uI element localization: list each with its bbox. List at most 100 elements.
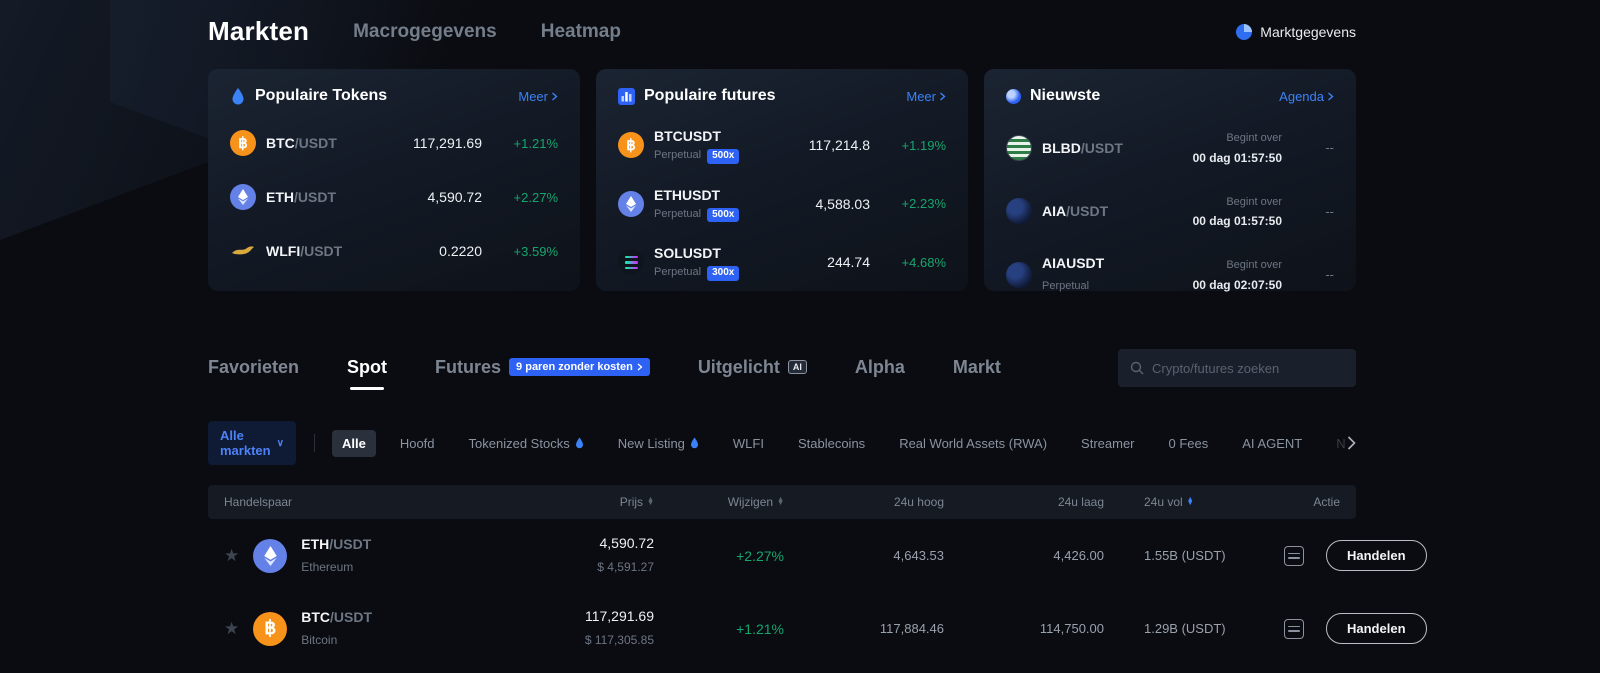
water-drop-icon [232,88,244,105]
chip-new-listing[interactable]: New Listing [608,430,709,457]
coin-full-name: Bitcoin [301,632,338,647]
btc-icon: ฿ [230,130,256,156]
nav-macrogegevens[interactable]: Macrogegevens [353,20,497,42]
markets-page: Markten Macrogegevens Heatmap Marktgegev… [208,0,1427,665]
wlfi-icon [230,238,256,264]
header-low: 24u laag [1057,495,1104,509]
tab-markt[interactable]: Markt [952,356,1001,377]
trade-button[interactable]: Handelen [1326,613,1427,644]
btc-icon: ฿ [253,611,288,646]
leverage-badge: 500x [707,149,740,164]
pie-chart-icon [1236,23,1253,40]
sol-icon [618,249,644,276]
market-detail-icon[interactable] [1284,545,1304,566]
futures-row-solusdt[interactable]: SOLUSDT Perpetual 300x 244.74 +4.68% [618,244,946,281]
popular-tokens-more-link[interactable]: Meer [518,89,558,104]
volume-value: 1.29B (USDT) [1144,621,1226,636]
header-vol[interactable]: 24u vol ▲ ▼ [1144,495,1194,509]
eth-icon [618,190,644,217]
water-drop-icon [575,437,583,449]
newest-row-aia[interactable]: AIA/USDT Begint over 00 dag 01:57:50 -- [1006,191,1334,233]
newest-row-blbd[interactable]: BLBD/USDT Begint over 00 dag 01:57:50 -- [1006,127,1334,169]
market-tabs: Favorieten Spot Futures 9 paren zonder k… [208,349,1356,395]
eth-icon [230,184,256,210]
newest-card: Nieuwste Agenda BLBD/USDT Begint over 00… [984,69,1356,292]
tab-alpha[interactable]: Alpha [854,356,905,377]
market-filters: Alle markten ∨ Alle Hoofd Tokenized Stoc… [208,421,1356,465]
popular-tokens-card: Populaire Tokens Meer ฿ BTC/USDT 117,291… [208,69,580,291]
header-high: 24u hoog [893,495,944,509]
search-icon [1130,361,1144,375]
caret-down-icon: ∨ [276,437,284,449]
sort-icon-active: ▲ ▼ [1186,496,1194,507]
chip-hoofd[interactable]: Hoofd [399,435,435,451]
newest-value: -- [1325,140,1334,156]
chip-streamer[interactable]: Streamer [1081,435,1135,451]
chip-wlfi[interactable]: WLFI [732,435,764,451]
newest-row-aiausdt[interactable]: AIAUSDT Perpetual Begint over 00 dag 02:… [1006,254,1334,296]
tab-favorieten[interactable]: Favorieten [208,356,300,377]
popular-tokens-header: Populaire Tokens Meer [230,87,558,105]
futures-row-btcusdt[interactable]: ฿ BTCUSDT Perpetual 500x 117,214.8 +1.19% [618,127,946,164]
token-change: +1.21% [513,135,558,151]
tab-uitgelicht[interactable]: Uitgelicht AI [698,357,807,388]
favorite-star-icon[interactable]: ★ [224,618,240,638]
nav-heatmap[interactable]: Heatmap [540,20,621,42]
chip-ai-agent[interactable]: AI AGENT [1242,435,1303,451]
aia-icon [1006,261,1032,288]
futures-row-ethusdt[interactable]: ETHUSDT Perpetual 500x 4,588.03 +2.23% [618,186,946,222]
tab-futures[interactable]: Futures 9 paren zonder kosten [435,357,650,388]
token-row-btc[interactable]: ฿ BTC/USDT 117,291.69 +1.21% [230,127,558,159]
token-row-eth[interactable]: ETH/USDT 4,590.72 +2.27% [230,181,558,213]
header-action: Actie [1313,495,1340,509]
token-price: 0.2220 [439,243,482,259]
blbd-icon [1006,134,1032,161]
sort-icon: ▲ ▼ [647,496,654,507]
search-input[interactable] [1152,360,1344,376]
scroll-right-chevron[interactable] [1347,436,1356,450]
newest-title: Nieuwste [1030,87,1101,104]
chip-rwa[interactable]: Real World Assets (RWA) [899,435,1048,451]
chip-0-fees[interactable]: 0 Fees [1168,435,1209,451]
trade-button[interactable]: Handelen [1326,540,1427,571]
countdown-time: 00 dag 01:57:50 [1192,214,1282,229]
search-box[interactable] [1118,349,1356,387]
btc-icon: ฿ [618,132,644,159]
token-change: +3.59% [513,243,558,259]
newest-value: -- [1325,203,1334,219]
aia-icon [1006,198,1032,225]
price-value: 4,590.72 [599,535,655,552]
change-value: +2.27% [736,547,784,564]
change-value: +1.21% [736,620,784,637]
futures-promo-badge[interactable]: 9 paren zonder kosten [509,358,650,376]
table-row-btc[interactable]: ★ ฿ BTC/USDT Bitcoin 117,291.69 $ 117,30… [208,592,1427,665]
newest-value: -- [1325,267,1334,283]
high-value: 117,884.46 [879,621,944,636]
header-change[interactable]: Wijzigen ▲ ▼ [727,495,784,509]
chevron-right-icon [1328,91,1334,101]
tab-spot[interactable]: Spot [347,357,387,388]
countdown-time: 00 dag 01:57:50 [1192,150,1282,165]
page-title[interactable]: Markten [208,16,310,46]
popular-futures-header: Populaire futures Meer [618,87,946,105]
popular-futures-more-link[interactable]: Meer [906,89,946,104]
favorite-star-icon[interactable]: ★ [224,545,240,565]
price-usd: $ 4,591.27 [597,559,654,574]
chip-stablecoins[interactable]: Stablecoins [797,435,866,451]
table-row-eth[interactable]: ★ ETH/USDT Ethereum 4,590.72 $ 4,591.27 … [208,519,1427,592]
chip-truncated[interactable]: N [1336,435,1346,451]
token-row-wlfi[interactable]: WLFI/USDT 0.2220 +3.59% [230,235,558,267]
chip-alle[interactable]: Alle [331,429,376,457]
newest-agenda-link[interactable]: Agenda [1279,89,1334,104]
countdown-label: Begint over [1226,195,1282,208]
chip-tokenized-stocks[interactable]: Tokenized Stocks [459,430,594,457]
chevron-right-icon [552,91,558,101]
market-data-label: Marktgegevens [1260,23,1356,40]
popular-tokens-title: Populaire Tokens [255,87,388,104]
market-detail-icon[interactable] [1284,618,1304,639]
header-price[interactable]: Prijs ▲ ▼ [619,495,654,509]
all-markets-dropdown[interactable]: Alle markten ∨ [208,421,296,465]
countdown-label: Begint over [1226,259,1282,272]
chevron-right-icon [1347,436,1356,450]
market-data-link[interactable]: Marktgegevens [1236,23,1356,40]
